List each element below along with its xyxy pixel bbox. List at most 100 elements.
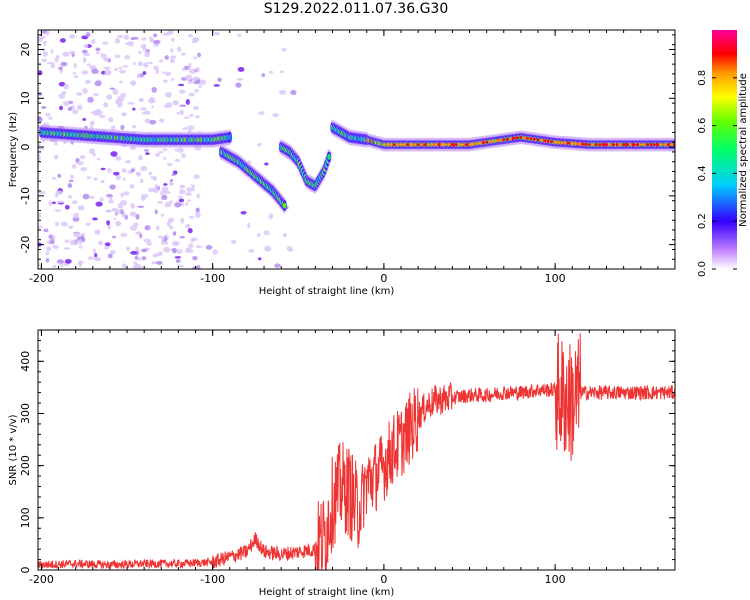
ridge-peak bbox=[516, 136, 519, 139]
noise-speckle bbox=[60, 61, 68, 67]
noise-speckle bbox=[160, 213, 165, 217]
y-axis-label: Frequency (Hz) bbox=[8, 112, 19, 188]
ridge-peak bbox=[488, 140, 492, 143]
ridge-peak bbox=[382, 143, 386, 146]
noise-speckle bbox=[95, 47, 101, 52]
spectrogram-marks bbox=[38, 30, 675, 269]
noise-speckle bbox=[105, 209, 111, 213]
noise-speckle bbox=[94, 253, 98, 258]
noise-speckle bbox=[162, 79, 168, 83]
ridge-peak bbox=[495, 139, 499, 142]
ridge-peak bbox=[598, 143, 602, 146]
noise-speckle bbox=[188, 92, 195, 97]
noise-speckle bbox=[71, 200, 78, 205]
noise-speckle bbox=[187, 243, 194, 248]
noise-speckle bbox=[177, 147, 184, 153]
ridge-peak bbox=[659, 143, 663, 146]
ridge-peak bbox=[533, 138, 536, 141]
noise-speckle bbox=[54, 141, 58, 146]
noise-speckle bbox=[79, 154, 86, 160]
noise-speckle bbox=[68, 195, 72, 199]
noise-speckle bbox=[191, 186, 195, 192]
noise-speckle bbox=[169, 225, 174, 230]
noise-speckle bbox=[176, 111, 180, 115]
ridge-peak bbox=[635, 143, 639, 146]
noise-speckle bbox=[168, 182, 175, 186]
noise-speckle bbox=[139, 178, 144, 184]
noise-speckle bbox=[115, 175, 122, 181]
y-tick-label: 10 bbox=[19, 91, 32, 105]
noise-speckle bbox=[191, 77, 198, 82]
y-tick-label: 400 bbox=[19, 351, 32, 372]
ridge-peak bbox=[646, 143, 650, 146]
noise-speckle bbox=[166, 162, 173, 167]
noise-speckle bbox=[46, 61, 54, 65]
noise-speckle bbox=[168, 217, 174, 224]
noise-speckle bbox=[155, 260, 163, 265]
noise-speckle bbox=[179, 109, 184, 116]
noise-speckle bbox=[129, 145, 137, 150]
noise-speckle bbox=[163, 104, 169, 108]
noise-speckle bbox=[107, 253, 113, 259]
ridge-peak bbox=[423, 143, 427, 146]
ridge-peak bbox=[594, 143, 598, 146]
noise-speckle bbox=[282, 232, 287, 238]
noise-speckle bbox=[132, 107, 136, 111]
noise-speckle bbox=[188, 33, 193, 38]
noise-speckle bbox=[172, 247, 177, 254]
noise-speckle bbox=[230, 239, 237, 244]
noise-speckle bbox=[179, 188, 183, 195]
noise-speckle bbox=[114, 38, 121, 44]
noise-speckle bbox=[177, 46, 182, 52]
ridge-peak bbox=[553, 140, 557, 144]
noise-speckle bbox=[186, 187, 193, 192]
noise-speckle bbox=[52, 264, 57, 268]
noise-speckle bbox=[123, 191, 130, 196]
noise-speckle bbox=[145, 152, 150, 156]
noise-speckle bbox=[185, 223, 191, 228]
noise-speckle bbox=[144, 51, 150, 58]
y-tick-label: -20 bbox=[19, 236, 32, 254]
noise-speckle bbox=[55, 190, 63, 195]
noise-speckle bbox=[70, 174, 74, 179]
ridge-peak bbox=[396, 143, 399, 146]
noise-speckle bbox=[195, 245, 203, 249]
noise-speckle bbox=[179, 89, 186, 94]
noise-speckle bbox=[170, 48, 174, 53]
ridge-peak bbox=[591, 143, 595, 146]
noise-speckle bbox=[178, 264, 185, 268]
noise-speckle bbox=[38, 143, 41, 146]
noise-speckle bbox=[137, 205, 145, 209]
noise-speckle bbox=[106, 193, 114, 198]
noise-speckle bbox=[126, 246, 130, 251]
ridge-core bbox=[327, 153, 331, 160]
noise-speckle bbox=[185, 99, 190, 105]
noise-speckle bbox=[77, 205, 85, 211]
noise-speckle bbox=[48, 200, 52, 207]
noise-speckle bbox=[132, 61, 136, 66]
noise-speckle bbox=[98, 114, 106, 119]
noise-speckle bbox=[148, 171, 153, 176]
noise-speckle bbox=[148, 36, 153, 41]
noise-speckle bbox=[172, 231, 177, 236]
noise-speckle bbox=[49, 238, 55, 245]
noise-speckle bbox=[128, 40, 134, 47]
noise-speckle bbox=[83, 43, 89, 49]
noise-speckle bbox=[82, 88, 88, 94]
noise-speckle bbox=[119, 69, 126, 74]
noise-speckle bbox=[102, 41, 109, 45]
noise-speckle bbox=[151, 105, 155, 109]
ridge-peak bbox=[649, 143, 653, 146]
noise-speckle bbox=[152, 187, 159, 194]
noise-speckle bbox=[58, 93, 66, 99]
noise-speckle bbox=[90, 111, 99, 115]
noise-speckle bbox=[174, 158, 181, 163]
noise-speckle bbox=[268, 213, 274, 220]
y-tick-label: -10 bbox=[19, 187, 32, 205]
noise-speckle bbox=[73, 75, 79, 78]
ridge-peak bbox=[642, 143, 646, 146]
noise-speckle bbox=[163, 183, 168, 186]
noise-speckle bbox=[124, 55, 131, 60]
noise-speckle bbox=[130, 250, 138, 255]
noise-speckle bbox=[169, 58, 176, 64]
